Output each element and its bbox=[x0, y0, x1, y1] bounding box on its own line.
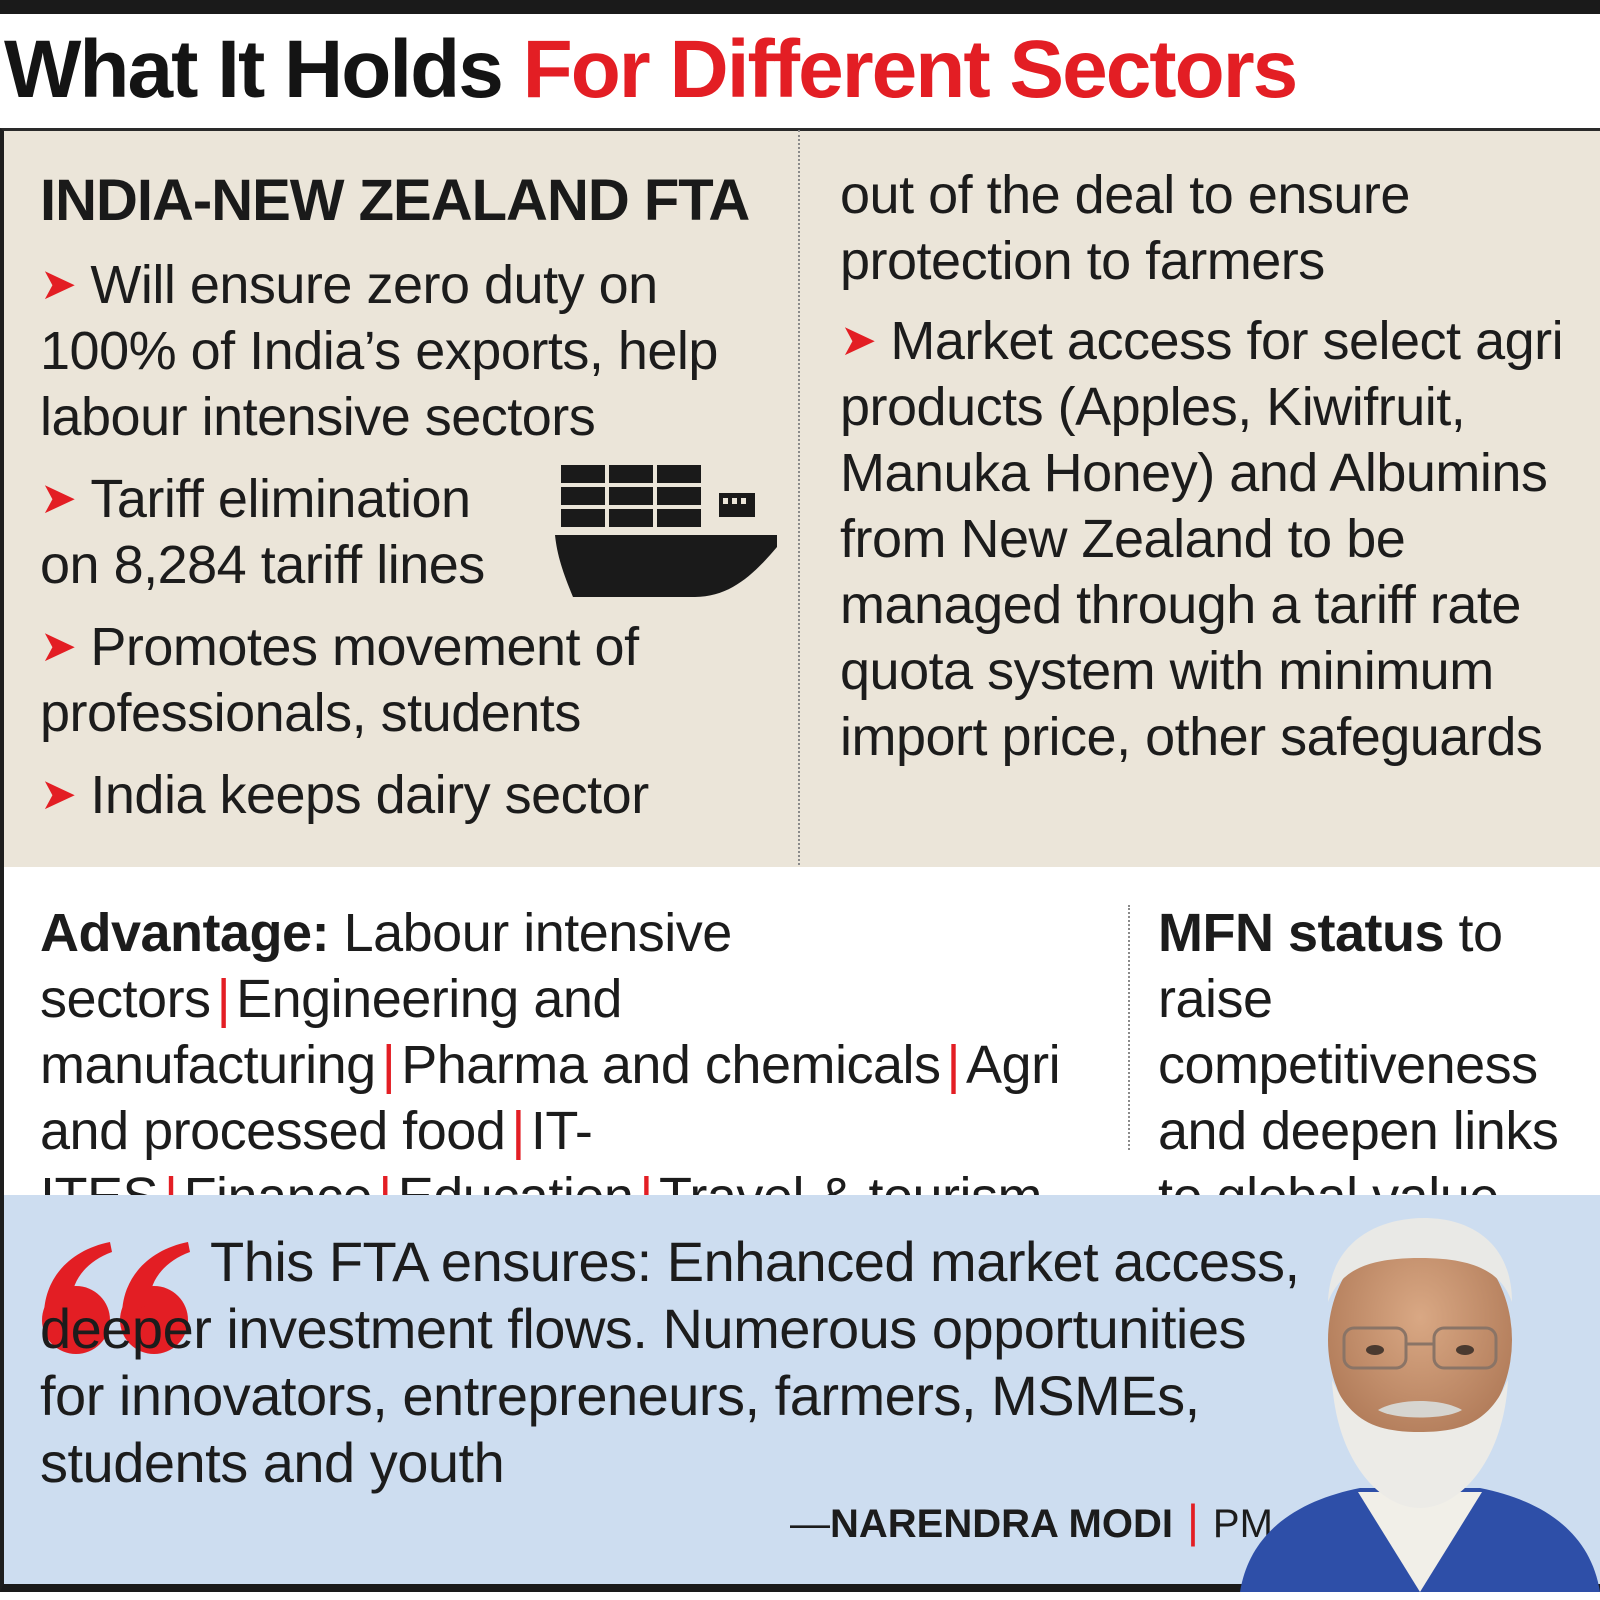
fta-bullet-text: Tariff elimination on 8,284 tariff lines bbox=[40, 469, 485, 595]
attribution-separator: | bbox=[1186, 1495, 1199, 1547]
page-title: What It Holds For Different Sectors bbox=[4, 22, 1594, 118]
fta-heading: INDIA-NEW ZEALAND FTA bbox=[40, 168, 750, 233]
quote-attribution: —NARENDRA MODI | PM bbox=[790, 1496, 1273, 1549]
fta-bullet-5: ➤ Market access for select agri products … bbox=[840, 308, 1580, 770]
mfn-label: MFN status bbox=[1158, 903, 1445, 963]
advantage-item: Labour intensive sectors bbox=[40, 903, 732, 1029]
fta-panel bbox=[0, 128, 1600, 867]
container-ship-icon bbox=[555, 465, 777, 597]
quote-body: This FTA ensures: Enhanced market access… bbox=[40, 1230, 1300, 1494]
speaker-role: PM bbox=[1212, 1502, 1273, 1546]
fta-bullet-4: ➤ India keeps dairy sector bbox=[40, 762, 780, 828]
red-arrow-icon: ➤ bbox=[40, 260, 77, 309]
fta-bullet-text: Market access for select agri products (… bbox=[840, 311, 1564, 767]
fta-bullet-3: ➤ Promotes movement of professionals, stu… bbox=[40, 614, 780, 746]
red-arrow-icon: ➤ bbox=[40, 474, 77, 523]
benefits-section bbox=[0, 867, 1600, 1195]
dairy-continuation: out of the deal to ensure protection to … bbox=[840, 165, 1410, 291]
fta-bullet-1: ➤ Will ensure zero duty on 100% of India’… bbox=[40, 252, 780, 450]
quotation-mark-icon bbox=[42, 1242, 190, 1354]
separator: | bbox=[511, 1101, 525, 1161]
separator: | bbox=[381, 1035, 396, 1095]
advantage-label: Advantage: bbox=[40, 903, 330, 963]
top-rule bbox=[0, 0, 1600, 14]
advantage-item: Pharma and chemicals bbox=[401, 1035, 941, 1095]
fta-right-column: out of the deal to ensure protection to … bbox=[840, 162, 1580, 786]
fta-bullet-text: Will ensure zero duty on 100% of India’s… bbox=[40, 255, 718, 447]
advantage-item: Agri and processed food bbox=[40, 1035, 1061, 1161]
speaker-name: NARENDRA MODI bbox=[830, 1502, 1173, 1546]
fta-bullet-text: Promotes movement of professionals, stud… bbox=[40, 617, 639, 743]
advantage-item: Engineering and manufacturing bbox=[40, 969, 622, 1095]
red-arrow-icon: ➤ bbox=[40, 622, 77, 671]
separator: | bbox=[216, 969, 231, 1029]
benefits-divider bbox=[1128, 905, 1130, 1150]
separator: | bbox=[946, 1035, 961, 1095]
attribution-dash: — bbox=[790, 1502, 830, 1546]
fta-bullet-text: India keeps dairy sector bbox=[90, 765, 649, 825]
quote-text: This FTA ensures: Enhanced market access… bbox=[40, 1228, 1300, 1496]
title-part-black: What It Holds bbox=[4, 24, 523, 115]
speaker-portrait bbox=[1240, 1218, 1600, 1592]
red-arrow-icon: ➤ bbox=[840, 316, 877, 365]
title-part-red: For Different Sectors bbox=[522, 24, 1299, 115]
fta-bullet-2: ➤ Tariff elimination on 8,284 tariff line… bbox=[40, 466, 540, 598]
red-arrow-icon: ➤ bbox=[40, 770, 77, 819]
advantage-text: Advantage: Labour intensive sectors | Engi… bbox=[40, 900, 1120, 1230]
fta-left-column: INDIA-NEW ZEALAND FTA ➤ Will ensure zero … bbox=[40, 168, 780, 844]
column-divider bbox=[798, 130, 800, 865]
